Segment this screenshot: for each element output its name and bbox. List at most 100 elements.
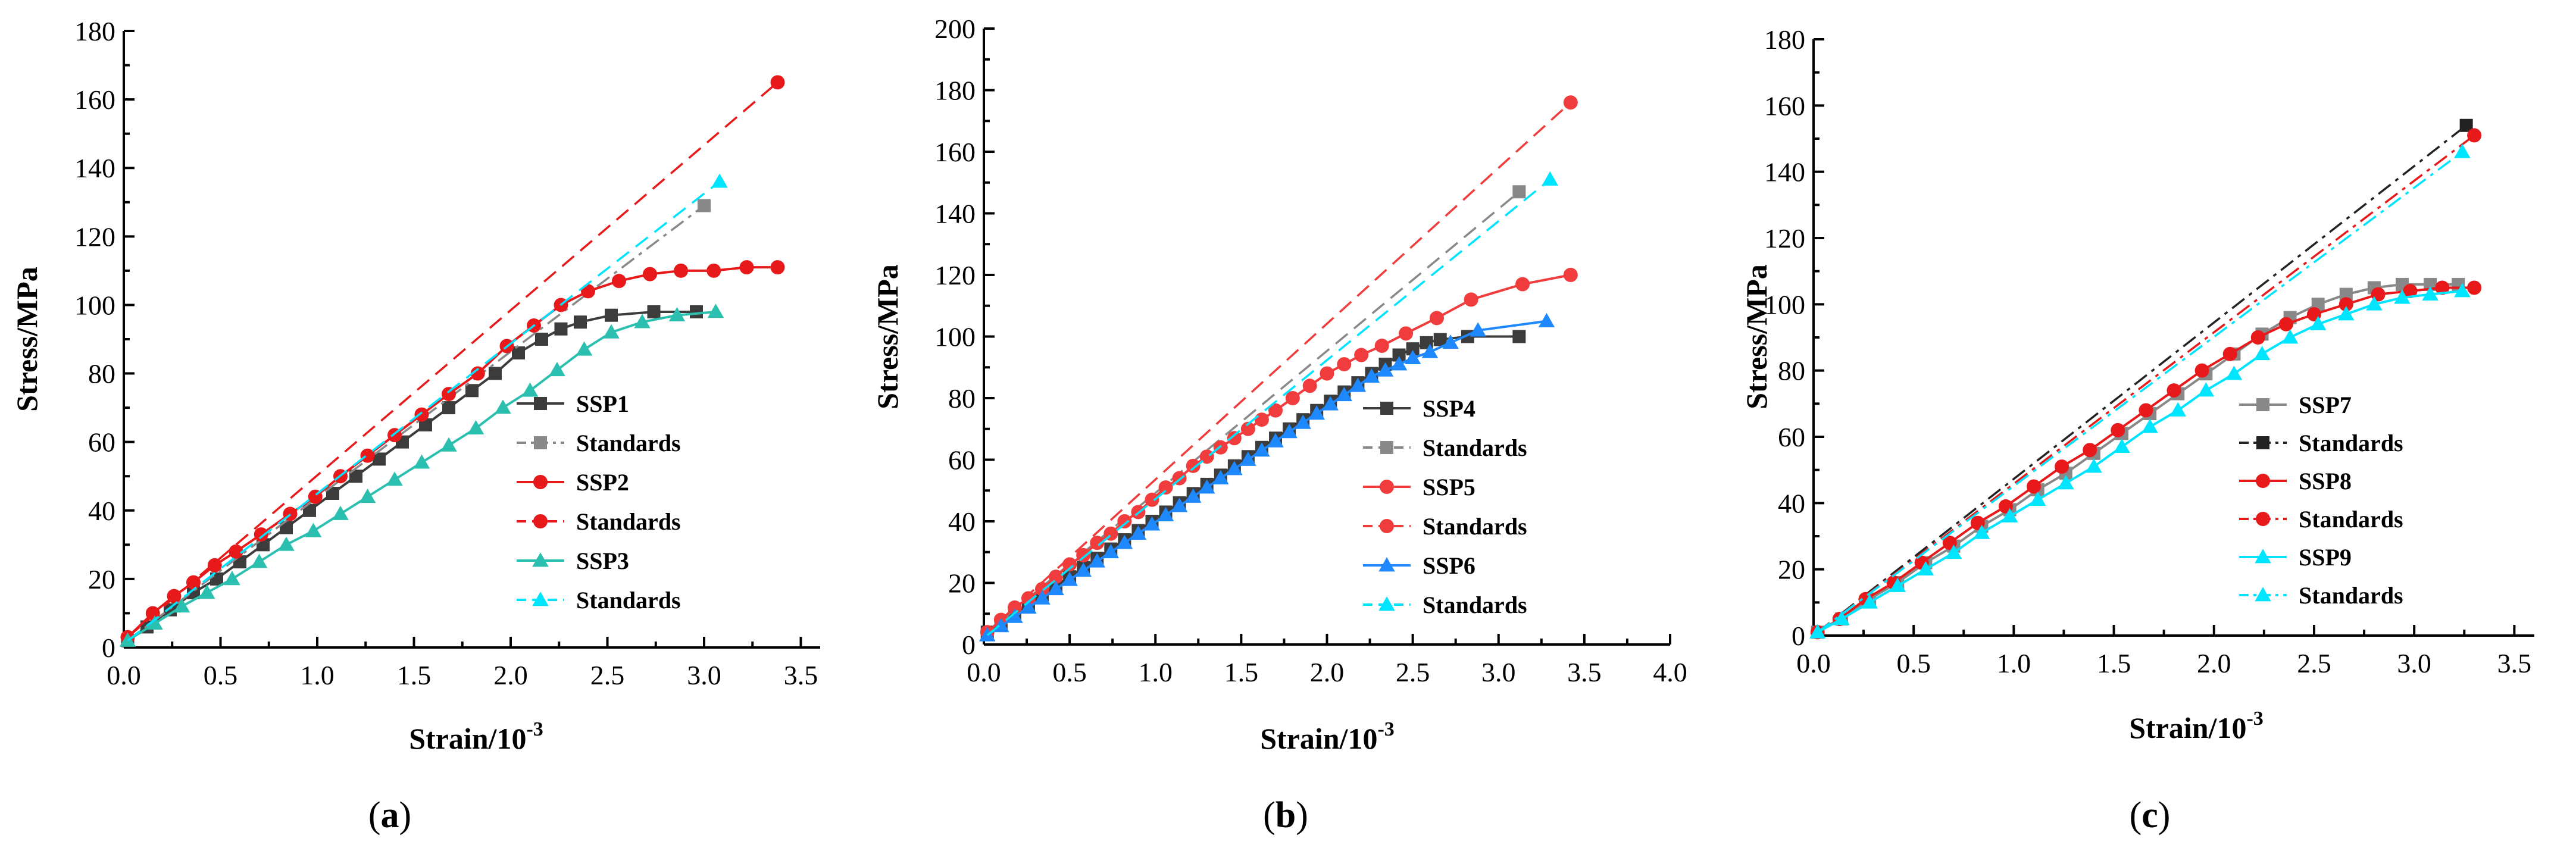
legend: SSP4 Standards SSP5 Standards SSP6 Standards xyxy=(1363,395,1527,618)
chart-panel-3: 0.0 0.5 1.0 1.5 2.0 2.5 3.0 3.5 0 20 40 60 80 100 120 1… xyxy=(1740,24,2534,836)
x-tick-label: 2.0 xyxy=(2197,648,2231,678)
series-line xyxy=(1817,283,2459,634)
x-tick-label: 2.0 xyxy=(1310,657,1345,687)
data-point xyxy=(1090,536,1105,550)
data-point xyxy=(1399,326,1414,341)
series-2 xyxy=(127,199,711,642)
data-point xyxy=(770,260,785,275)
data-point xyxy=(1227,431,1242,446)
data-point xyxy=(2225,365,2243,380)
data-point xyxy=(674,263,688,278)
data-point xyxy=(467,420,484,434)
data-point xyxy=(207,558,222,572)
panel-label-close: ) xyxy=(399,795,412,836)
y-tick-label: 180 xyxy=(1764,24,1805,55)
data-point xyxy=(2001,508,2018,523)
data-point xyxy=(440,437,457,452)
legend-marker xyxy=(1380,519,1394,533)
x-tick-label: 0.0 xyxy=(1796,648,1831,678)
data-point xyxy=(1253,442,1270,457)
data-point xyxy=(1470,322,1486,337)
data-point xyxy=(1433,333,1447,346)
data-point xyxy=(442,387,456,402)
data-point xyxy=(1429,311,1444,326)
x-tick-label: 2.0 xyxy=(493,660,528,690)
data-point xyxy=(1267,433,1284,448)
data-point xyxy=(2055,459,2069,474)
y-tick-label: 120 xyxy=(934,260,976,290)
x-axis-title-base: Strain/10 xyxy=(2129,711,2246,744)
data-point xyxy=(2253,346,2271,361)
chart-panel-1: 0.0 0.5 1.0 1.5 2.0 2.5 3.0 3.5 0 20 40 60 80 100 120 1… xyxy=(10,16,820,836)
legend-label: Standards xyxy=(576,508,681,535)
data-point xyxy=(1130,525,1147,540)
series-line xyxy=(986,101,1571,633)
legend-marker xyxy=(1378,596,1395,611)
panel-label: (c) xyxy=(2130,795,2171,836)
x-axis-title-exponent: -3 xyxy=(2246,708,2263,730)
data-point xyxy=(770,75,785,90)
legend: SSP1 Standards SSP2 Standards SSP3 Standards xyxy=(517,390,681,614)
data-point xyxy=(1392,348,1406,362)
data-point xyxy=(251,553,268,568)
x-tick-label: 3.5 xyxy=(784,660,818,690)
data-point xyxy=(1374,339,1389,353)
data-point xyxy=(1198,479,1215,494)
data-point xyxy=(707,304,724,318)
legend-marker xyxy=(534,397,547,410)
data-point xyxy=(305,523,322,537)
y-tick-label: 40 xyxy=(948,506,976,537)
data-point xyxy=(634,314,651,328)
series-line xyxy=(986,190,1520,633)
data-point xyxy=(1034,590,1051,605)
data-point xyxy=(2278,317,2293,331)
series-6 xyxy=(986,171,1558,636)
data-point xyxy=(442,401,455,415)
data-point xyxy=(2338,306,2355,321)
data-point xyxy=(303,503,316,517)
data-point xyxy=(605,308,618,322)
panel-label: (a) xyxy=(368,795,411,836)
series-5 xyxy=(119,304,724,647)
legend-label: Standards xyxy=(2299,506,2403,533)
legend-marker xyxy=(2256,474,2270,488)
data-point xyxy=(2454,143,2471,158)
data-point xyxy=(1076,547,1091,562)
data-point xyxy=(2309,315,2327,331)
series-3 xyxy=(980,268,1578,640)
panel-label-letter: b xyxy=(1276,795,1296,836)
data-point xyxy=(2169,402,2186,417)
data-point xyxy=(1538,312,1555,327)
y-tick-label: 40 xyxy=(1778,488,1805,518)
legend-label: Standards xyxy=(2299,430,2403,456)
legend-label: SSP8 xyxy=(2299,468,2352,495)
legend-marker xyxy=(2256,436,2269,449)
y-tick-label: 100 xyxy=(74,290,115,320)
data-point xyxy=(1406,342,1420,356)
data-point xyxy=(521,382,539,397)
series-6 xyxy=(1817,143,2471,633)
legend-label: SSP1 xyxy=(576,390,629,417)
y-tick-label: 100 xyxy=(1764,289,1805,320)
panel-label-letter: c xyxy=(2142,795,2158,836)
y-tick-label: 180 xyxy=(74,16,115,46)
y-tick-label: 100 xyxy=(934,322,976,352)
data-point xyxy=(603,324,620,339)
data-point xyxy=(1973,524,1990,539)
data-point xyxy=(2467,128,2482,143)
data-point xyxy=(2111,423,2125,437)
data-point xyxy=(1006,608,1023,623)
y-axis-title: Stress/MPa xyxy=(871,264,904,409)
data-point xyxy=(643,267,657,281)
legend-label: Standards xyxy=(576,587,681,614)
series-line xyxy=(127,180,721,642)
data-point xyxy=(470,366,485,381)
data-point xyxy=(535,333,548,346)
legend-marker xyxy=(1380,402,1393,415)
data-point xyxy=(2114,438,2130,453)
data-point xyxy=(1542,171,1558,186)
legend-label: SSP6 xyxy=(1423,552,1475,579)
x-tick-label: 0.5 xyxy=(1896,648,1931,678)
legend-marker xyxy=(2256,398,2269,411)
legend-marker xyxy=(532,592,549,606)
